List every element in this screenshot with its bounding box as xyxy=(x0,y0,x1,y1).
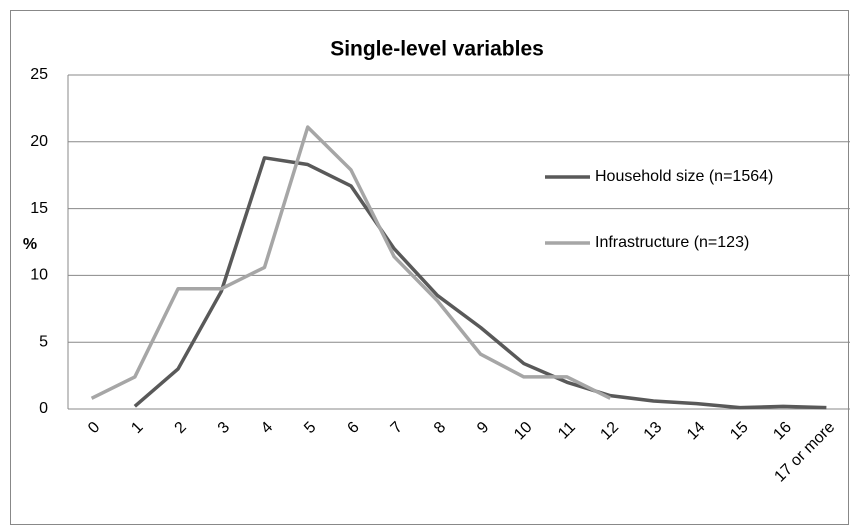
series-line xyxy=(90,125,612,400)
series-line xyxy=(133,156,827,410)
y-tick-label: 10 xyxy=(30,267,48,284)
legend-label: Infrastructure (n=123) xyxy=(595,234,749,251)
chart-title: Single-level variables xyxy=(330,38,544,61)
y-tick-label: 0 xyxy=(39,400,48,417)
y-tick-label: 5 xyxy=(39,333,48,350)
y-tick-label: 20 xyxy=(30,133,48,150)
y-tick-label: 25 xyxy=(30,66,48,83)
y-tick-label: 15 xyxy=(30,200,48,217)
y-axis-label: % xyxy=(23,236,37,253)
chart-border xyxy=(10,10,849,525)
legend-label: Household size (n=1564) xyxy=(595,168,773,185)
